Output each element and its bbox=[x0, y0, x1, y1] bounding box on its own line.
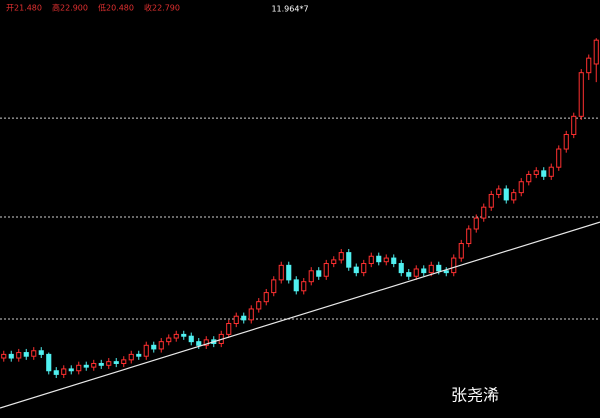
candle-body bbox=[271, 279, 277, 294]
candle-body bbox=[361, 263, 367, 274]
candle-body bbox=[466, 228, 472, 245]
candle-body bbox=[98, 362, 104, 366]
candle-body bbox=[331, 259, 337, 265]
candle-body bbox=[428, 264, 434, 274]
candle-body bbox=[181, 333, 187, 337]
candle-body bbox=[278, 264, 284, 281]
candle-body bbox=[1, 353, 7, 359]
candle-body bbox=[496, 188, 502, 195]
candle-body bbox=[38, 350, 44, 355]
candle-body bbox=[391, 257, 397, 265]
candle-body bbox=[541, 170, 547, 177]
quote-high: 高22.900 bbox=[52, 3, 88, 13]
candle-body bbox=[488, 193, 494, 208]
candle-body bbox=[481, 206, 487, 219]
candle-body bbox=[406, 272, 412, 277]
candle-body bbox=[421, 268, 427, 274]
candle-body bbox=[443, 270, 449, 274]
candle-body bbox=[436, 264, 442, 272]
candle-body bbox=[158, 341, 164, 350]
candle-body bbox=[143, 344, 149, 357]
candle-body bbox=[398, 263, 404, 274]
candle-body bbox=[23, 352, 29, 357]
candle-body bbox=[413, 268, 419, 277]
candle-body bbox=[16, 352, 22, 359]
candle-body bbox=[31, 350, 37, 357]
candle-body bbox=[106, 361, 112, 366]
candle-body bbox=[293, 279, 299, 292]
candle-body bbox=[323, 263, 329, 277]
candle-body bbox=[203, 339, 209, 346]
candle-body bbox=[151, 344, 157, 350]
candle-body bbox=[383, 257, 389, 263]
candle-body bbox=[46, 353, 52, 372]
candle-body bbox=[286, 264, 292, 281]
candle-body bbox=[166, 337, 172, 343]
candle-body bbox=[233, 315, 239, 324]
candle-body bbox=[173, 333, 179, 339]
quote-low: 低20.480 bbox=[98, 3, 134, 13]
candle-body bbox=[136, 353, 142, 357]
candle-body bbox=[128, 353, 134, 361]
candle-body bbox=[248, 308, 254, 321]
candle-body bbox=[548, 166, 554, 177]
candle-body bbox=[256, 301, 262, 310]
candle-body bbox=[511, 192, 517, 201]
candle-body bbox=[563, 133, 569, 150]
candle-body bbox=[188, 335, 194, 343]
quote-close: 收22.790 bbox=[144, 3, 180, 13]
header-center: 11.964*7 bbox=[271, 5, 308, 14]
candle-body bbox=[8, 353, 14, 359]
candle-body bbox=[301, 281, 307, 292]
candle-body bbox=[503, 188, 509, 201]
candle-body bbox=[578, 72, 584, 117]
candle-body bbox=[368, 255, 374, 265]
candle-body bbox=[458, 243, 464, 259]
candle-body bbox=[76, 364, 82, 372]
candle-body bbox=[316, 270, 322, 277]
candle-body bbox=[91, 362, 97, 368]
candle-body bbox=[121, 359, 127, 364]
trendline bbox=[0, 221, 600, 409]
candle-body bbox=[68, 368, 74, 372]
candle-body bbox=[556, 148, 562, 168]
watermark: 张尧浠 bbox=[451, 386, 499, 405]
candle-body bbox=[196, 341, 202, 346]
quote-open: 开21.480 bbox=[6, 4, 42, 13]
candle-body bbox=[571, 115, 577, 135]
candle-body bbox=[83, 364, 89, 368]
candle-body bbox=[53, 370, 59, 375]
candle-body bbox=[593, 39, 599, 65]
candle-body bbox=[376, 255, 382, 263]
candle-body bbox=[518, 181, 524, 194]
candle-body bbox=[241, 315, 247, 321]
candle-body bbox=[346, 252, 352, 268]
candle-body bbox=[533, 170, 539, 175]
candle-body bbox=[353, 266, 359, 274]
candle-body bbox=[451, 257, 457, 274]
candle-body bbox=[61, 368, 67, 375]
candle-body bbox=[308, 270, 314, 283]
candle-body bbox=[263, 292, 269, 303]
candle-body bbox=[586, 57, 592, 74]
candle-body bbox=[526, 173, 532, 183]
candle-body bbox=[113, 361, 119, 364]
candle-body bbox=[473, 217, 479, 230]
candle-body bbox=[338, 252, 344, 261]
candle-body bbox=[226, 322, 232, 335]
